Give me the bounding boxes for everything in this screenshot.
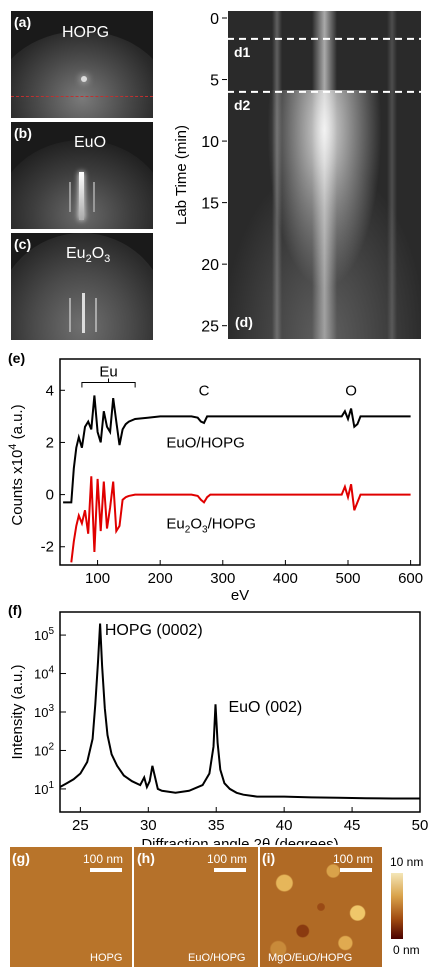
panel-d-ytick-label: 25 xyxy=(201,319,219,336)
panel-d-ylabel: Lab Time (min) xyxy=(173,125,190,225)
panel-e-ytick-label: -2 xyxy=(41,539,54,556)
panel-f-xtick-label: 25 xyxy=(72,817,89,834)
panel-e-xtick-label: 500 xyxy=(335,570,360,587)
panel-f-xtick-label: 40 xyxy=(276,817,293,834)
panel-d-axes: 0 5 10 15 20 25 Lab Time (min) d1 d2 xyxy=(173,11,422,336)
panel-e-xtick-label: 400 xyxy=(273,570,298,587)
scale-label-i: 100 nm xyxy=(333,852,374,866)
panel-f-ytick-label: 102 xyxy=(34,741,54,758)
panel-e-xtick-label: 300 xyxy=(210,570,235,587)
panel-d-ytick-label: 15 xyxy=(201,196,219,213)
afm-image-h xyxy=(134,847,258,967)
panel-label-c: (c) xyxy=(14,236,32,252)
panel-label-d: (d) xyxy=(235,314,253,330)
panel-e-xtick-label: 100 xyxy=(85,570,110,587)
panel-d-marker-label: d2 xyxy=(234,97,251,113)
panel-label-b: (b) xyxy=(14,125,32,141)
panel-f-xlabel: Diffraction angle 2θ (degrees) xyxy=(141,836,338,845)
panel-e-ylabel: Counts x104 (a.u.) xyxy=(7,404,26,525)
scale-bar-i xyxy=(340,868,372,872)
panel-e-ytick-label: 0 xyxy=(46,487,54,504)
colorbar-bottom-label: 0 nm xyxy=(393,943,420,957)
panel-e-xtick-label: 200 xyxy=(148,570,173,587)
panel-title-euo: EuO xyxy=(74,134,107,151)
panel-f-ytick-label: 104 xyxy=(34,665,54,682)
panel-e-ytick-label: 2 xyxy=(46,434,54,451)
panel-f-ytick-label: 103 xyxy=(34,703,54,720)
panel-d-ytick-label: 20 xyxy=(201,257,219,274)
series-xrd xyxy=(59,623,420,800)
panel-title-eu2o3: Eu2O3 xyxy=(66,245,111,266)
panel-label-f: (f) xyxy=(8,602,22,618)
panel-e-annotation-o: O xyxy=(345,383,357,400)
panel-f-ylabel: Intensity (a.u.) xyxy=(9,664,26,759)
rheed-image-b xyxy=(11,122,153,229)
panel-d-ytick-label: 5 xyxy=(210,73,219,90)
panel-f-annotation-euo: EuO (002) xyxy=(228,699,302,716)
panel-e-xlabel: eV xyxy=(231,587,249,600)
series-euo-hopg xyxy=(63,395,411,504)
panel-e-eu-bracket xyxy=(81,378,136,388)
panel-d-ytick-label: 10 xyxy=(201,134,219,151)
panel-d-marker-label: d1 xyxy=(234,44,251,60)
panel-label-a: (a) xyxy=(14,14,32,30)
caption-g: HOPG xyxy=(90,952,123,964)
scale-label-g: 100 nm xyxy=(83,852,124,866)
panel-d-border xyxy=(227,10,422,340)
panel-d-frame xyxy=(227,10,422,340)
panel-label-g: (g) xyxy=(12,850,30,866)
panel-e-frame xyxy=(59,358,421,566)
panel-label-e: (e) xyxy=(8,350,26,366)
series-eu2o3-hopg xyxy=(70,476,411,563)
panel-label-h: (h) xyxy=(137,850,155,866)
panel-e-ytick-label: 4 xyxy=(46,382,54,399)
panel-e-label-euo: EuO/HOPG xyxy=(166,435,244,452)
colorbar-top-label: 10 nm xyxy=(390,855,424,869)
panel-f-ytick-label: 101 xyxy=(34,780,54,797)
panel-label-i: (i) xyxy=(262,850,276,866)
panel-f-xtick-label: 45 xyxy=(344,817,361,834)
panel-title-hopg: HOPG xyxy=(62,24,110,41)
panel-d-ytick-label: 0 xyxy=(210,11,219,28)
panel-f-ytick-label: 105 xyxy=(34,626,54,643)
rheed-image-a xyxy=(11,11,153,118)
rheed-image-c xyxy=(11,233,153,340)
panel-e-label-eu2o3: Eu2O3/HOPG xyxy=(166,515,256,535)
panel-f-xtick-label: 30 xyxy=(140,817,157,834)
caption-h: EuO/HOPG xyxy=(188,952,246,964)
panel-f-xtick-label: 35 xyxy=(208,817,225,834)
afm-image-g xyxy=(10,847,132,967)
afm-image-i xyxy=(260,847,382,967)
panel-e-annotation-eu: Eu xyxy=(99,363,117,380)
scale-bar-g xyxy=(90,868,122,872)
scale-bar-h xyxy=(214,868,246,872)
panel-e-chart: 100 200 300 400 500 600 -2 0 2 4 eV Counts x104 (a.… xyxy=(7,358,423,600)
panel-e-xtick-label: 600 xyxy=(398,570,423,587)
panel-f-chart: 25 30 35 40 45 50 101 102 103 104 105 Intensity (a.… xyxy=(9,611,429,845)
caption-i: MgO/EuO/HOPG xyxy=(268,952,353,964)
panel-f-xtick-label: 50 xyxy=(412,817,429,834)
scale-label-h: 100 nm xyxy=(207,852,248,866)
colorbar xyxy=(391,873,403,939)
panel-e-annotation-c: C xyxy=(199,383,210,400)
panel-f-annotation-hopg: HOPG (0002) xyxy=(105,622,203,639)
